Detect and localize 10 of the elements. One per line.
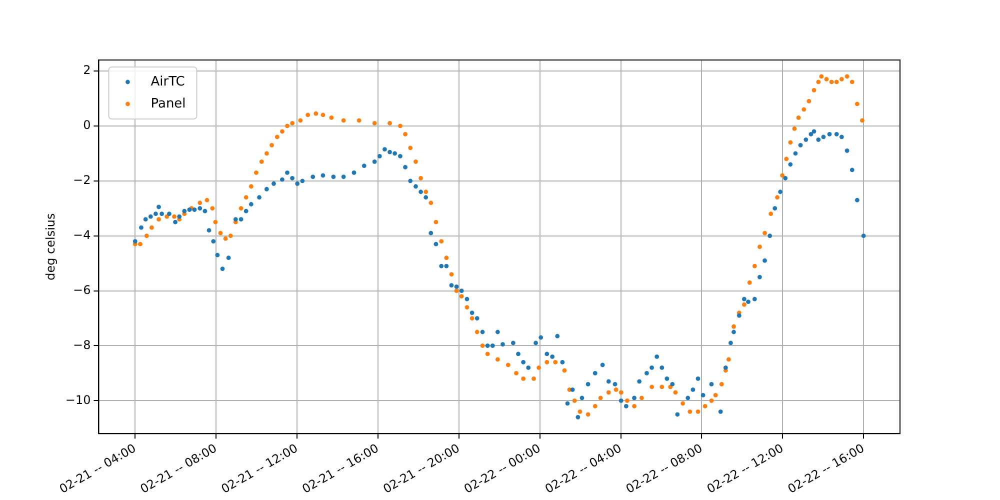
legend-label: Panel bbox=[150, 96, 186, 112]
y-axis-title: deg celsius bbox=[43, 213, 58, 280]
y-tick-label: 2 bbox=[83, 63, 91, 78]
y-tick-label: −10 bbox=[65, 392, 91, 407]
y-tick-label: −2 bbox=[73, 173, 91, 188]
y-tick-label: −8 bbox=[73, 338, 91, 352]
y-tick-label: −6 bbox=[73, 282, 91, 297]
legend-label: AirTC bbox=[150, 74, 185, 90]
y-tick-label: 0 bbox=[83, 118, 91, 132]
y-tick-label: −4 bbox=[73, 228, 91, 242]
